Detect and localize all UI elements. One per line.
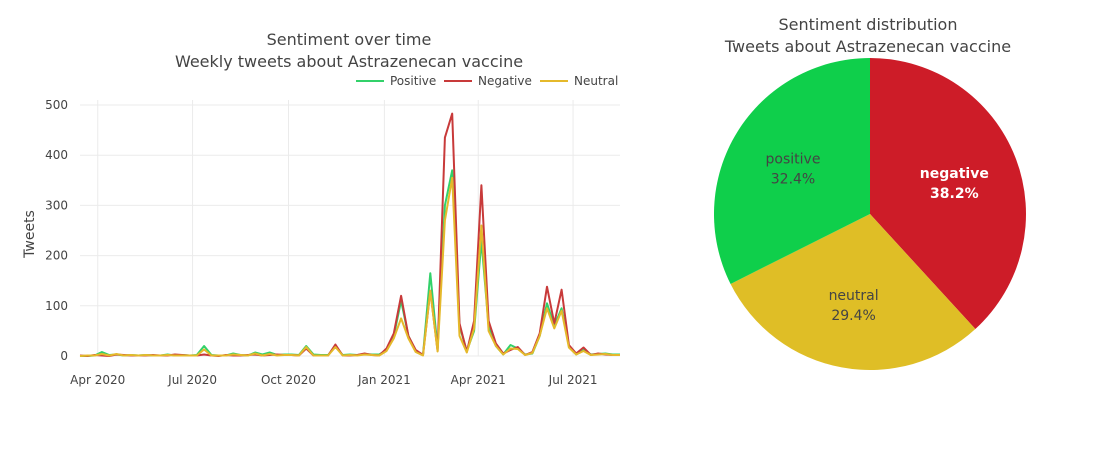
x-tick-label: Apr 2021 [451,373,506,387]
pie-slice-positive [713,58,870,284]
x-tick-label: Jul 2021 [548,373,598,387]
y-tick-label: 500 [45,98,68,112]
legend-item-positive[interactable]: Positive [356,74,436,88]
y-tick-label: 0 [60,349,68,363]
y-tick-label: 300 [45,198,68,212]
legend[interactable]: Positive Negative Neutral [356,74,618,88]
pie-chart-subtitle: Tweets about Astrazenecan vaccine [724,37,1011,56]
pie-slice-name: negative [920,166,989,182]
pie-slice-negative [870,58,1026,330]
x-tick-label: Oct 2020 [261,373,316,387]
pie-slice-percent: 32.4% [771,171,815,187]
grid [80,100,620,357]
pie-label-neutral: neutral 29.4% [829,288,879,324]
pie-labels: negative 38.2% neutral 29.4% positive 32.4% [766,151,989,323]
line-chart: Sentiment over time Weekly tweets about … [22,30,620,387]
pie-slice-percent: 38.2% [930,186,979,202]
pie-chart: Sentiment distribution Tweets about Astr… [713,15,1026,370]
legend-label: Neutral [574,74,618,88]
pie-slice-neutral [730,214,976,370]
series-lines [79,112,620,357]
y-tick-label: 200 [45,249,68,263]
x-axis-ticks: Apr 2020 Jul 2020 Oct 2020 Jan 2021 Apr 2021… [70,373,597,387]
y-tick-label: 400 [45,148,68,162]
series-line-positive [80,169,620,357]
line-chart-title: Sentiment over time [267,30,432,49]
y-tick-label: 100 [45,299,68,313]
x-tick-label: Jan 2021 [357,373,411,387]
pie-label-positive: positive 32.4% [766,151,821,187]
series-line-neutral [79,176,620,357]
line-chart-subtitle: Weekly tweets about Astrazenecan vaccine [175,52,523,71]
y-axis-title: Tweets [22,210,38,259]
legend-label: Positive [390,74,436,88]
pie-slice-percent: 29.4% [831,308,875,324]
series-line-negative [79,112,620,357]
pie-slice-name: neutral [829,288,879,304]
pie-slices [713,58,1026,370]
legend-item-neutral[interactable]: Neutral [540,74,618,88]
legend-item-negative[interactable]: Negative [444,74,532,88]
legend-label: Negative [478,74,532,88]
pie-slice-name: positive [766,151,821,167]
y-axis-ticks: 0 100 200 300 400 500 [45,98,68,363]
pie-label-negative: negative 38.2% [920,166,989,202]
pie-chart-title: Sentiment distribution [779,15,958,34]
x-tick-label: Jul 2020 [167,373,217,387]
x-tick-label: Apr 2020 [70,373,125,387]
